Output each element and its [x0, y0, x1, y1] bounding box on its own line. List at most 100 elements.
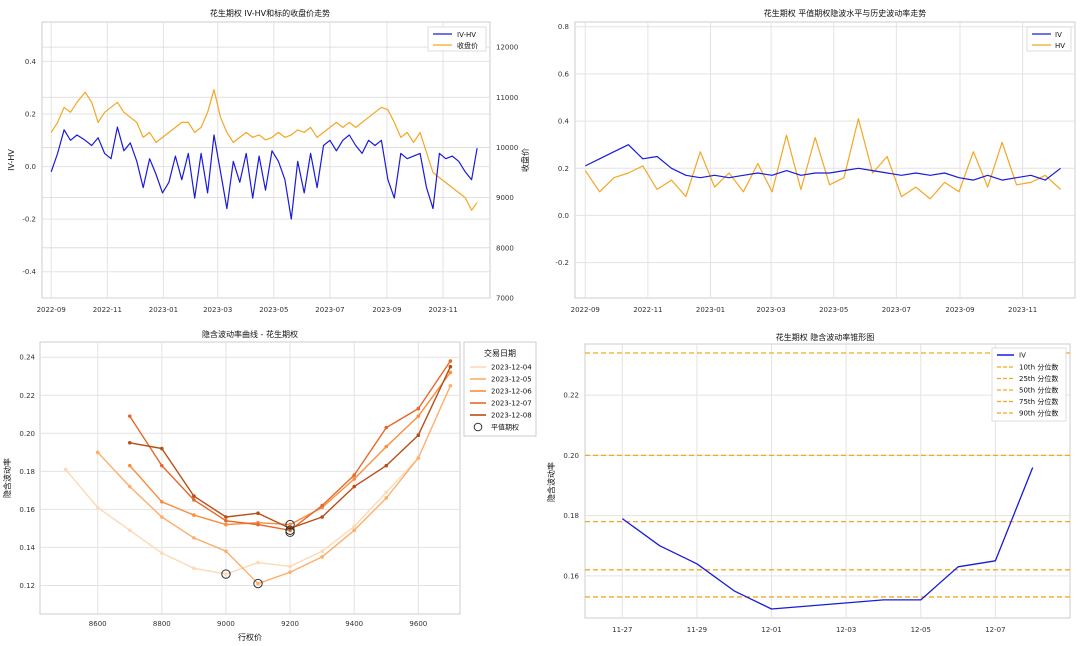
atm-marker: [221, 569, 231, 579]
legend-label-percentile: 10th 分位数: [1019, 363, 1058, 372]
smile-point: [288, 522, 292, 527]
legend-label-percentile: 50th 分位数: [1019, 386, 1058, 395]
x-tick-label: 2022-09: [37, 306, 66, 314]
plot-frame: [41, 21, 491, 299]
chart-iv-hv-close: 花生期权 IV-HV和标的收盘价走势 2022-09 2022-11 2023-01…: [7, 8, 530, 314]
legend-label: 2023-12-08: [491, 412, 532, 420]
tick-labels: 2022-09 2022-11 2023-01 2023-03 2023-05 2023-…: [22, 44, 518, 314]
smile-point: [224, 522, 228, 527]
chart-title: 花生期权 隐含波动率锥形图: [776, 332, 875, 342]
x-tick-label: 2023-05: [819, 306, 848, 314]
y-axis-label: IV-HV: [7, 149, 16, 171]
smile-line-2023-12-05: [97, 385, 452, 585]
smile-point: [127, 528, 132, 533]
x-tick-label: 12-01: [761, 626, 781, 634]
smile-point: [224, 549, 228, 554]
legend-label-iv: IV: [1019, 352, 1026, 360]
series-layer: [584, 118, 1062, 200]
smile-point: [127, 441, 132, 445]
smile-point: [160, 446, 164, 451]
smile-point: [256, 581, 260, 586]
smile-point: [320, 515, 324, 519]
x-tick-label: 2023-07: [315, 306, 344, 314]
series-line-iv: [585, 144, 1061, 181]
x-tick-label: 2023-01: [696, 306, 725, 314]
y-tick-label: 0.18: [563, 512, 579, 520]
x-tick-label: 9600: [409, 620, 427, 628]
legend-box: [463, 341, 537, 437]
plot-frame: [39, 341, 461, 615]
x-tick-label: 9200: [281, 620, 299, 628]
smile-point: [256, 560, 260, 565]
plot-frame: [574, 21, 1076, 299]
y-tick-label: 0.6: [558, 70, 570, 78]
smile-point: [127, 484, 132, 489]
x-tick-label: 2023-11: [1008, 306, 1037, 314]
x-tick-label: 9000: [217, 620, 235, 628]
smile-point: [127, 463, 132, 468]
legend-label-percentile: 75th 分位数: [1019, 397, 1058, 406]
y-tick-label: -0.2: [22, 216, 36, 224]
smile-point: [160, 515, 164, 519]
y-tick-label: 0.2: [25, 111, 36, 119]
smile-point: [256, 522, 260, 527]
legend: IV-HV 收盘价: [427, 26, 487, 52]
smile-point: [224, 518, 228, 523]
y-axis-label: 隐含波动率: [2, 458, 12, 498]
y2-tick-label: 7000: [496, 295, 514, 303]
y-tick-label: 0.4: [558, 118, 570, 126]
legend-swatch-atm: [473, 422, 483, 432]
grid-lines: [42, 22, 490, 299]
y2-tick-label: 9000: [496, 194, 514, 202]
chart-title: 隐含波动率曲线 - 花生期权: [202, 329, 298, 339]
legend: IV HV: [1026, 26, 1072, 52]
smile-point: [256, 511, 260, 515]
legend-label-percentile: 90th 分位数: [1019, 409, 1058, 418]
atm-marker: [285, 527, 295, 537]
y-axis-label: 隐含波动率: [546, 462, 556, 502]
series-line-iv: [621, 467, 1034, 610]
x-tick-label: 2022-09: [571, 306, 600, 314]
smile-point: [320, 549, 324, 554]
smile-point: [192, 498, 196, 502]
chart-title: 花生期权 IV-HV和标的收盘价走势: [210, 8, 330, 18]
smile-point: [127, 414, 132, 418]
series-layer: [585, 352, 1070, 610]
y-tick-label: 0.20: [563, 452, 579, 460]
chart-title: 花生期权 平值期权隐波水平与历史波动率走势: [764, 8, 927, 18]
smile-point: [384, 425, 389, 430]
series-line-close: [50, 89, 478, 211]
chart-iv-vs-hv: 花生期权 平值期权隐波水平与历史波动率走势 2022-09 2022-11 2023…: [555, 8, 1076, 314]
grid-lines: [40, 342, 460, 614]
tick-labels: 2022-09 2022-11 2023-01 2023-03 2023-05 2023-…: [555, 23, 1037, 314]
legend-label-close: 收盘价: [457, 41, 478, 50]
x-tick-label: 2023-11: [428, 306, 457, 314]
legend-title: 交易日期: [484, 348, 516, 358]
x-tick-label: 2023-01: [149, 306, 178, 314]
legend-box: [991, 347, 1067, 422]
x-tick-label: 8800: [153, 620, 171, 628]
smile-point: [352, 484, 356, 489]
legend-label-iv-hv: IV-HV: [457, 31, 476, 39]
smile-point: [192, 566, 196, 571]
smile-point: [160, 551, 164, 555]
smile-point: [448, 370, 453, 375]
legend-label-hv: HV: [1055, 42, 1065, 50]
legend: IV 10th 分位数 25th 分位数 50th 分位数 75th 分位数 90th 分…: [991, 347, 1067, 422]
y-tick-label: 0.2: [558, 165, 569, 173]
y2-tick-label: 12000: [496, 44, 518, 52]
x-tick-label: 2022-11: [93, 306, 122, 314]
x-tick-label: 2023-03: [203, 306, 232, 314]
y-tick-label: 0.14: [19, 544, 35, 552]
smile-point: [448, 383, 453, 388]
smile-point: [224, 572, 228, 576]
y-tick-label: 0.22: [563, 392, 579, 400]
legend: 交易日期 2023-12-04 2023-12-05 2023-12-06 2023-…: [463, 341, 537, 437]
smile-point: [448, 359, 453, 363]
tick-labels: 11-27 11-29 12-01 12-03 12-05 12-07 0.16 0.18 0.…: [563, 392, 1005, 634]
x-axis-label: 行权价: [238, 632, 262, 642]
x-tick-label: 2023-03: [756, 306, 785, 314]
smile-point: [352, 473, 356, 477]
x-tick-label: 2023-09: [945, 306, 974, 314]
x-tick-label: 2023-05: [259, 306, 288, 314]
